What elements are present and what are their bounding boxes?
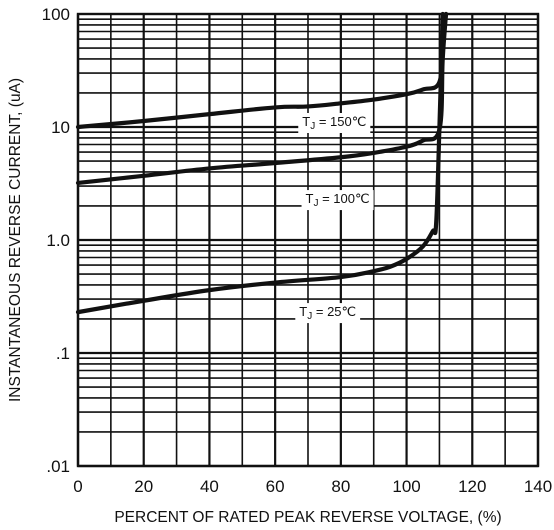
plot-frame bbox=[76, 12, 540, 468]
series-label-text: TJ = 25℃ bbox=[299, 304, 356, 322]
x-tick-label: 140 bbox=[524, 477, 552, 496]
x-tick-label: 100 bbox=[392, 477, 420, 496]
series-labels: TJ = 150℃ TJ = 100℃ TJ = 25℃ bbox=[295, 113, 374, 324]
series-line-2 bbox=[75, 11, 445, 315]
x-tick-label: 80 bbox=[331, 477, 350, 496]
y-axis-title: INSTANTANEOUS REVERSE CURRENT, (uA) bbox=[7, 78, 24, 402]
series-label-2: TJ = 25℃ bbox=[295, 303, 361, 324]
series-label-0: TJ = 150℃ bbox=[298, 113, 371, 134]
x-tick-label: 120 bbox=[458, 477, 486, 496]
series-label-1: TJ = 100℃ bbox=[301, 190, 374, 211]
grid bbox=[76, 14, 540, 468]
y-tick-label: 10 bbox=[51, 118, 70, 137]
y-tick-label: .1 bbox=[56, 344, 70, 363]
x-tick-label: 60 bbox=[266, 477, 285, 496]
y-tick-labels: 100 10 1.0 .1 .01 bbox=[42, 5, 70, 476]
x-tick-labels: 0 20 40 60 80 100 120 140 bbox=[73, 477, 552, 496]
series-label-text: TJ = 100℃ bbox=[306, 191, 370, 209]
x-tick-label: 0 bbox=[73, 477, 82, 496]
x-axis-title: PERCENT OF RATED PEAK REVERSE VOLTAGE, (… bbox=[114, 509, 501, 526]
x-tick-label: 20 bbox=[134, 477, 153, 496]
x-tick-label: 40 bbox=[200, 477, 219, 496]
series-label-background bbox=[295, 303, 361, 324]
y-tick-label: .01 bbox=[46, 457, 70, 476]
series-label-text: TJ = 150℃ bbox=[302, 114, 366, 132]
series-curves bbox=[75, 11, 449, 315]
series-label-background bbox=[298, 113, 371, 134]
y-tick-label: 1.0 bbox=[46, 231, 70, 250]
y-tick-label: 100 bbox=[42, 5, 70, 24]
series-label-background bbox=[301, 190, 374, 211]
